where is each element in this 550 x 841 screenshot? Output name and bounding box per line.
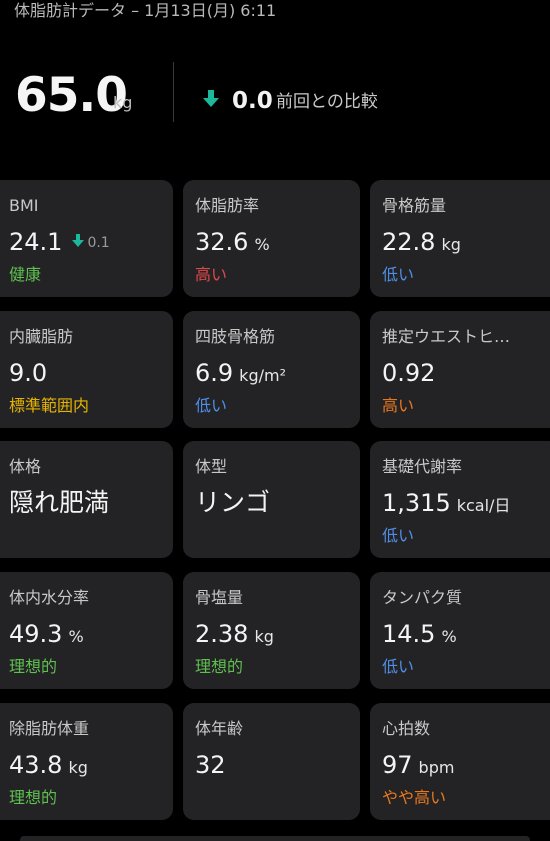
metric-value: 49.3	[9, 620, 63, 648]
metric-title: 基礎代謝率	[382, 457, 463, 476]
metric-value-row: 0.92	[382, 356, 435, 393]
bmi-delta: 0.1	[72, 226, 110, 260]
page-title: 体脂肪計データ – 1月13日(月) 6:11	[14, 1, 277, 20]
metric-value: 隠れ肥満	[9, 488, 110, 517]
metric-value: 2.38	[195, 620, 249, 648]
metric-value-row: 49.3%	[9, 617, 84, 654]
metric-card-heart-rate[interactable]: 心拍数 97 bpm やや高い	[370, 703, 550, 820]
weight-unit: kg	[113, 93, 133, 112]
metric-unit: %	[68, 627, 84, 646]
metric-title: 除脂肪体重	[9, 719, 90, 738]
metric-title: 推定ウエストヒ…	[382, 327, 511, 346]
metric-value-row: 6.9 kg/m²	[195, 356, 286, 393]
metric-title: 骨塩量	[195, 588, 244, 607]
metric-value: 9.0	[9, 359, 48, 387]
weight-diff-label: 前回との比較	[276, 92, 378, 112]
metric-title: 体内水分率	[9, 588, 90, 607]
metric-value-row: 43.8 kg	[9, 748, 88, 785]
metric-unit: kg	[441, 235, 461, 254]
metric-value: 22.8	[382, 228, 436, 256]
metric-unit: kg/m²	[239, 366, 286, 385]
metric-title: 体型	[195, 457, 228, 476]
metric-unit: %	[254, 235, 270, 254]
metric-value: 0.92	[382, 359, 436, 387]
metric-status: やや高い	[382, 788, 447, 807]
summary-divider	[173, 62, 174, 122]
metric-card-bmi[interactable]: BMI 24.1 0.1 健康	[0, 180, 173, 297]
arrow-down-icon	[72, 234, 85, 247]
metric-card-visceral-fat[interactable]: 内臓脂肪 9.0 標準範囲内	[0, 311, 173, 428]
metric-card-limb-skeletal-muscle[interactable]: 四肢骨格筋 6.9 kg/m² 低い	[183, 311, 360, 428]
metric-card-bone-mass[interactable]: 骨塩量 2.38 kg 理想的	[183, 572, 360, 689]
metric-value-row: 1,315 kcal/日	[382, 486, 510, 523]
metric-value: 1,315	[382, 489, 451, 517]
next-card-edge	[20, 836, 530, 841]
metric-title: 心拍数	[382, 719, 431, 738]
metric-unit: bpm	[418, 758, 455, 777]
weight-value: 65.0	[15, 68, 128, 123]
metric-status: 理想的	[9, 657, 58, 676]
metric-value-row: 9.0	[9, 356, 47, 393]
metric-card-physique[interactable]: 体格 隠れ肥満	[0, 441, 173, 558]
weight-diff-value: 0.0	[232, 88, 273, 114]
metric-value-row: 隠れ肥満	[9, 486, 109, 523]
metric-value-row: 2.38 kg	[195, 617, 274, 654]
metric-value-row: 14.5%	[382, 617, 457, 654]
metric-title: 骨格筋量	[382, 196, 447, 215]
metric-value: 14.5	[382, 620, 436, 648]
metric-title: タンパク質	[382, 588, 463, 607]
metric-value: 32.6	[195, 228, 249, 256]
metric-status: 標準範囲内	[9, 396, 90, 415]
metric-value-row: 97 bpm	[382, 748, 454, 785]
metric-title: 体格	[9, 457, 42, 476]
metric-value: 97	[382, 751, 413, 779]
metric-value-row: 22.8 kg	[382, 225, 461, 262]
metric-status: 健康	[9, 265, 42, 284]
metric-card-bmr[interactable]: 基礎代謝率 1,315 kcal/日 低い	[370, 441, 550, 558]
metric-title: 内臓脂肪	[9, 327, 74, 346]
metric-value-row: 24.1 0.1	[9, 225, 110, 262]
metric-status: 理想的	[9, 788, 58, 807]
metric-card-waist-hip[interactable]: 推定ウエストヒ… 0.92 高い	[370, 311, 550, 428]
metric-status: 低い	[382, 526, 415, 545]
metric-value-row: 32	[195, 748, 226, 785]
metric-card-skeletal-muscle[interactable]: 骨格筋量 22.8 kg 低い	[370, 180, 550, 297]
metric-card-lean-mass[interactable]: 除脂肪体重 43.8 kg 理想的	[0, 703, 173, 820]
arrow-down-icon	[202, 88, 220, 110]
metric-status: 高い	[382, 396, 415, 415]
weight-summary: 65.0 kg 0.0 前回との比較	[0, 60, 550, 124]
metric-value: 32	[195, 751, 226, 779]
metric-status: 低い	[195, 396, 228, 415]
metric-card-body-fat[interactable]: 体脂肪率 32.6% 高い	[183, 180, 360, 297]
metric-title: 四肢骨格筋	[195, 327, 276, 346]
metric-value-row: リンゴ	[195, 486, 270, 523]
metric-value: 24.1	[9, 228, 63, 256]
bmi-delta-value: 0.1	[87, 235, 110, 251]
metric-title: 体脂肪率	[195, 196, 260, 215]
metric-unit: kcal/日	[456, 496, 511, 515]
metric-card-body-type[interactable]: 体型 リンゴ	[183, 441, 360, 558]
metric-status: 低い	[382, 657, 415, 676]
metric-status: 低い	[382, 265, 415, 284]
metric-card-body-water[interactable]: 体内水分率 49.3% 理想的	[0, 572, 173, 689]
metric-card-protein[interactable]: タンパク質 14.5% 低い	[370, 572, 550, 689]
metric-card-body-age[interactable]: 体年齢 32	[183, 703, 360, 820]
metric-status: 理想的	[195, 657, 244, 676]
metric-value-row: 32.6%	[195, 225, 270, 262]
metric-value: 43.8	[9, 751, 63, 779]
metric-value: 6.9	[195, 359, 234, 387]
metric-title: BMI	[9, 196, 39, 215]
metric-unit: kg	[68, 758, 88, 777]
metric-unit: %	[441, 627, 457, 646]
metric-status: 高い	[195, 265, 228, 284]
metric-unit: kg	[254, 627, 274, 646]
metric-title: 体年齢	[195, 719, 244, 738]
metric-value: リンゴ	[195, 488, 271, 517]
